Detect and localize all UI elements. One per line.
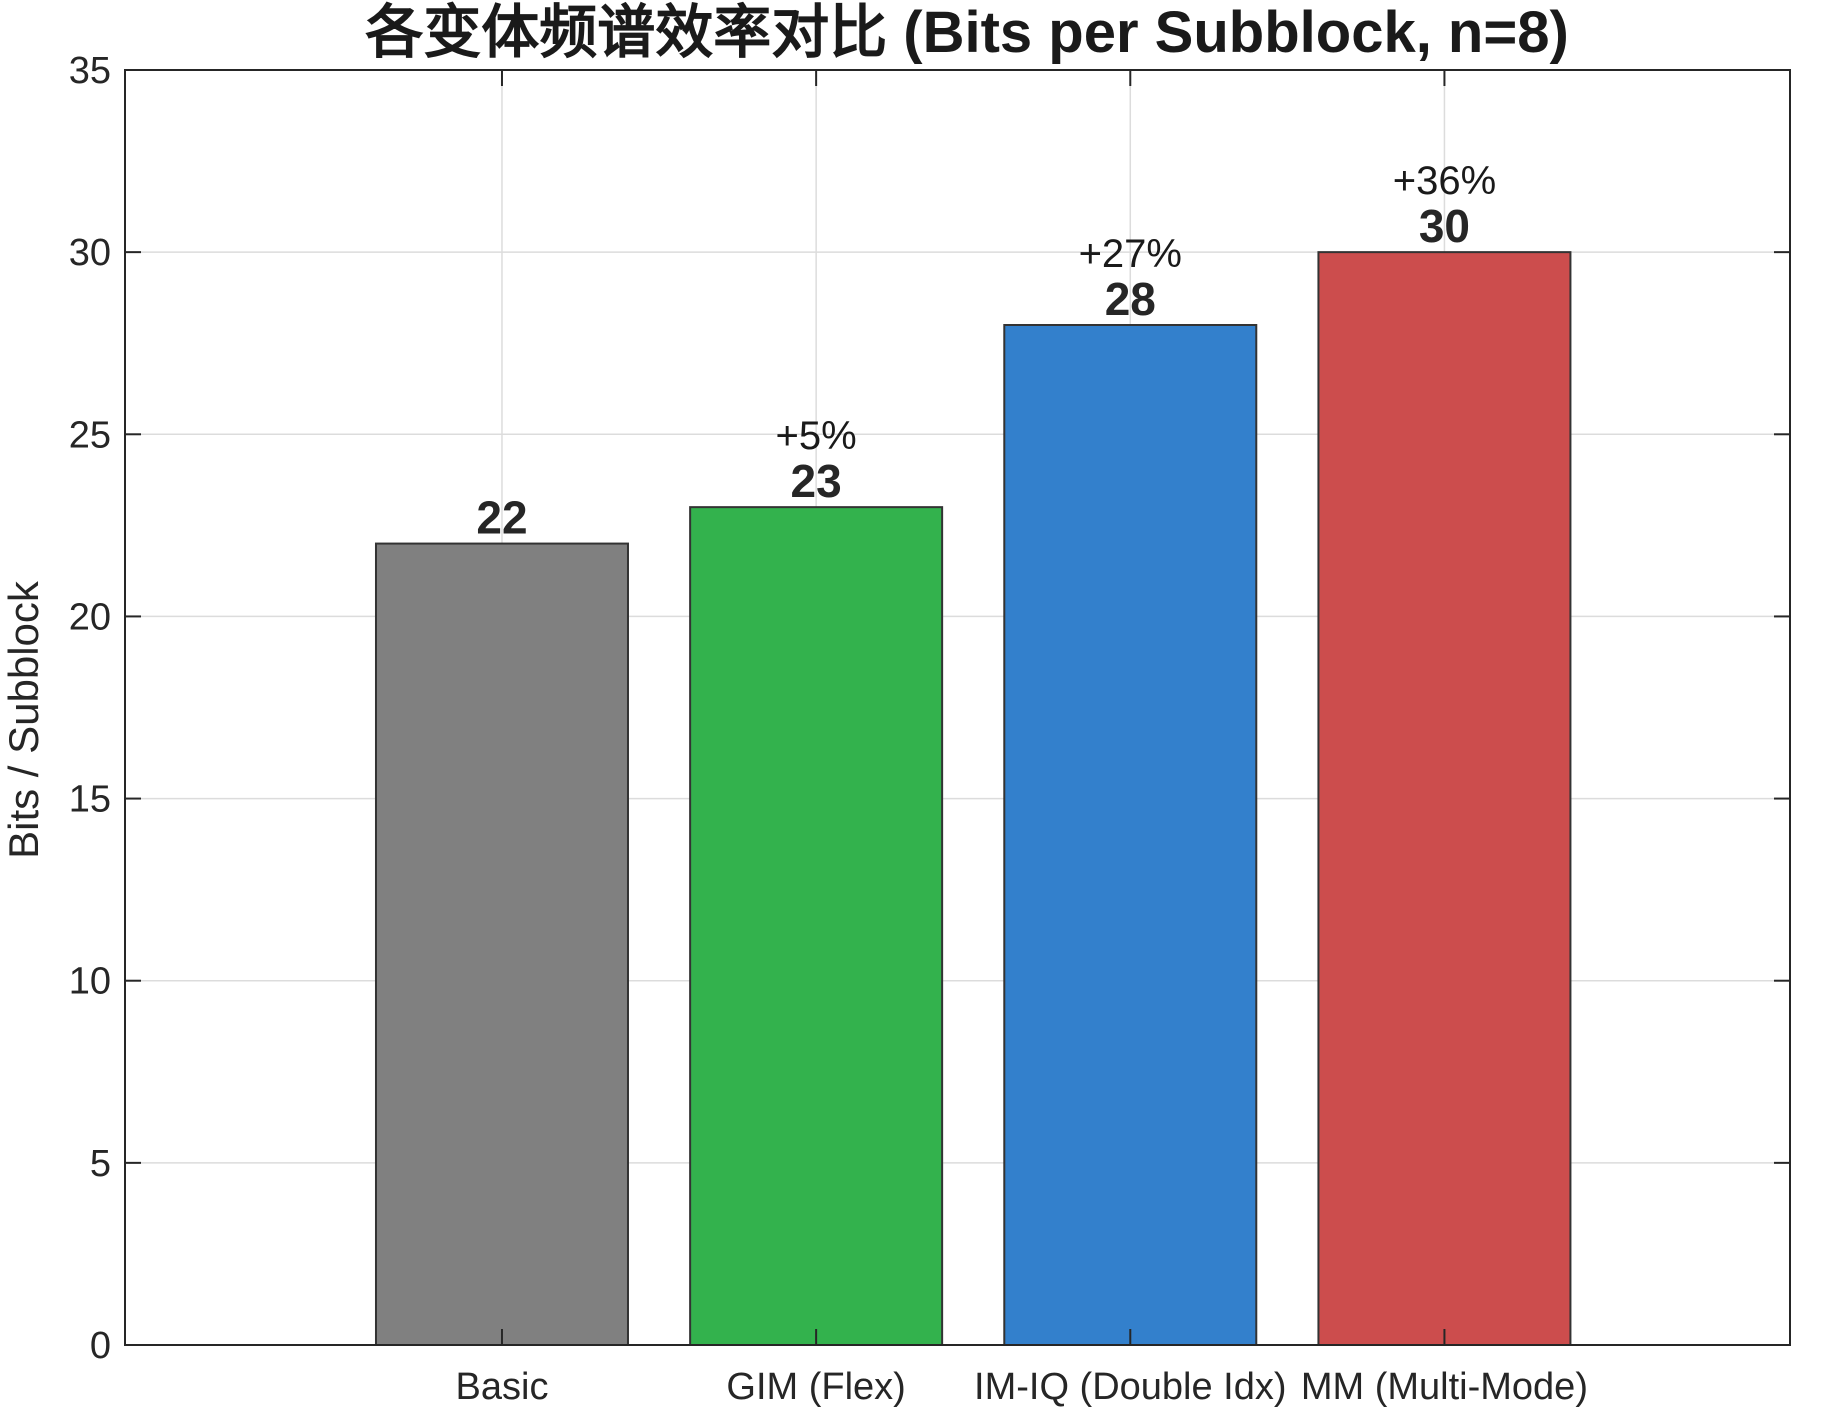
x-tick-label: GIM (Flex) [726,1366,905,1408]
bar-value-label: 28 [1105,273,1156,325]
y-tick-label: 0 [90,1325,111,1367]
y-tick-label: 15 [69,779,111,821]
y-tick-label: 30 [69,232,111,274]
bar-improvement-label: +36% [1393,159,1496,203]
bar-value-label: 22 [476,492,527,544]
y-tick-label: 20 [69,596,111,638]
y-tick-label: 25 [69,414,111,456]
bar-4 [1317,251,1572,1347]
bar-improvement-label: +27% [1079,232,1182,276]
chart-title: 各变体频谱效率对比 (Bits per Subblock, n=8) [365,0,1569,65]
axis-layer [124,69,1791,1346]
label-layer: 0 5 10 15 20 25 30 35 Basic GIM (Flex) IM-IQ (Doub… [69,50,1588,1408]
y-tick-label: 5 [90,1143,111,1185]
bar-improvement-label: +5% [776,414,857,458]
bar-2 [689,506,944,1346]
bar-1 [374,542,629,1346]
x-tick-label: Basic [456,1366,549,1408]
y-tick-label: 10 [69,961,111,1003]
x-tick-label: IM-IQ (Double Idx) [974,1366,1287,1408]
plot-frame [124,69,1791,1346]
y-axis-label: Bits / Subblock [0,580,47,859]
x-tick-label: MM (Multi-Mode) [1301,1366,1588,1408]
bar-value-label: 23 [791,455,842,507]
bar-value-label: 30 [1419,200,1470,252]
bar-3 [1003,324,1258,1346]
y-tick-label: 35 [69,50,111,92]
bar-layer [374,251,1572,1347]
